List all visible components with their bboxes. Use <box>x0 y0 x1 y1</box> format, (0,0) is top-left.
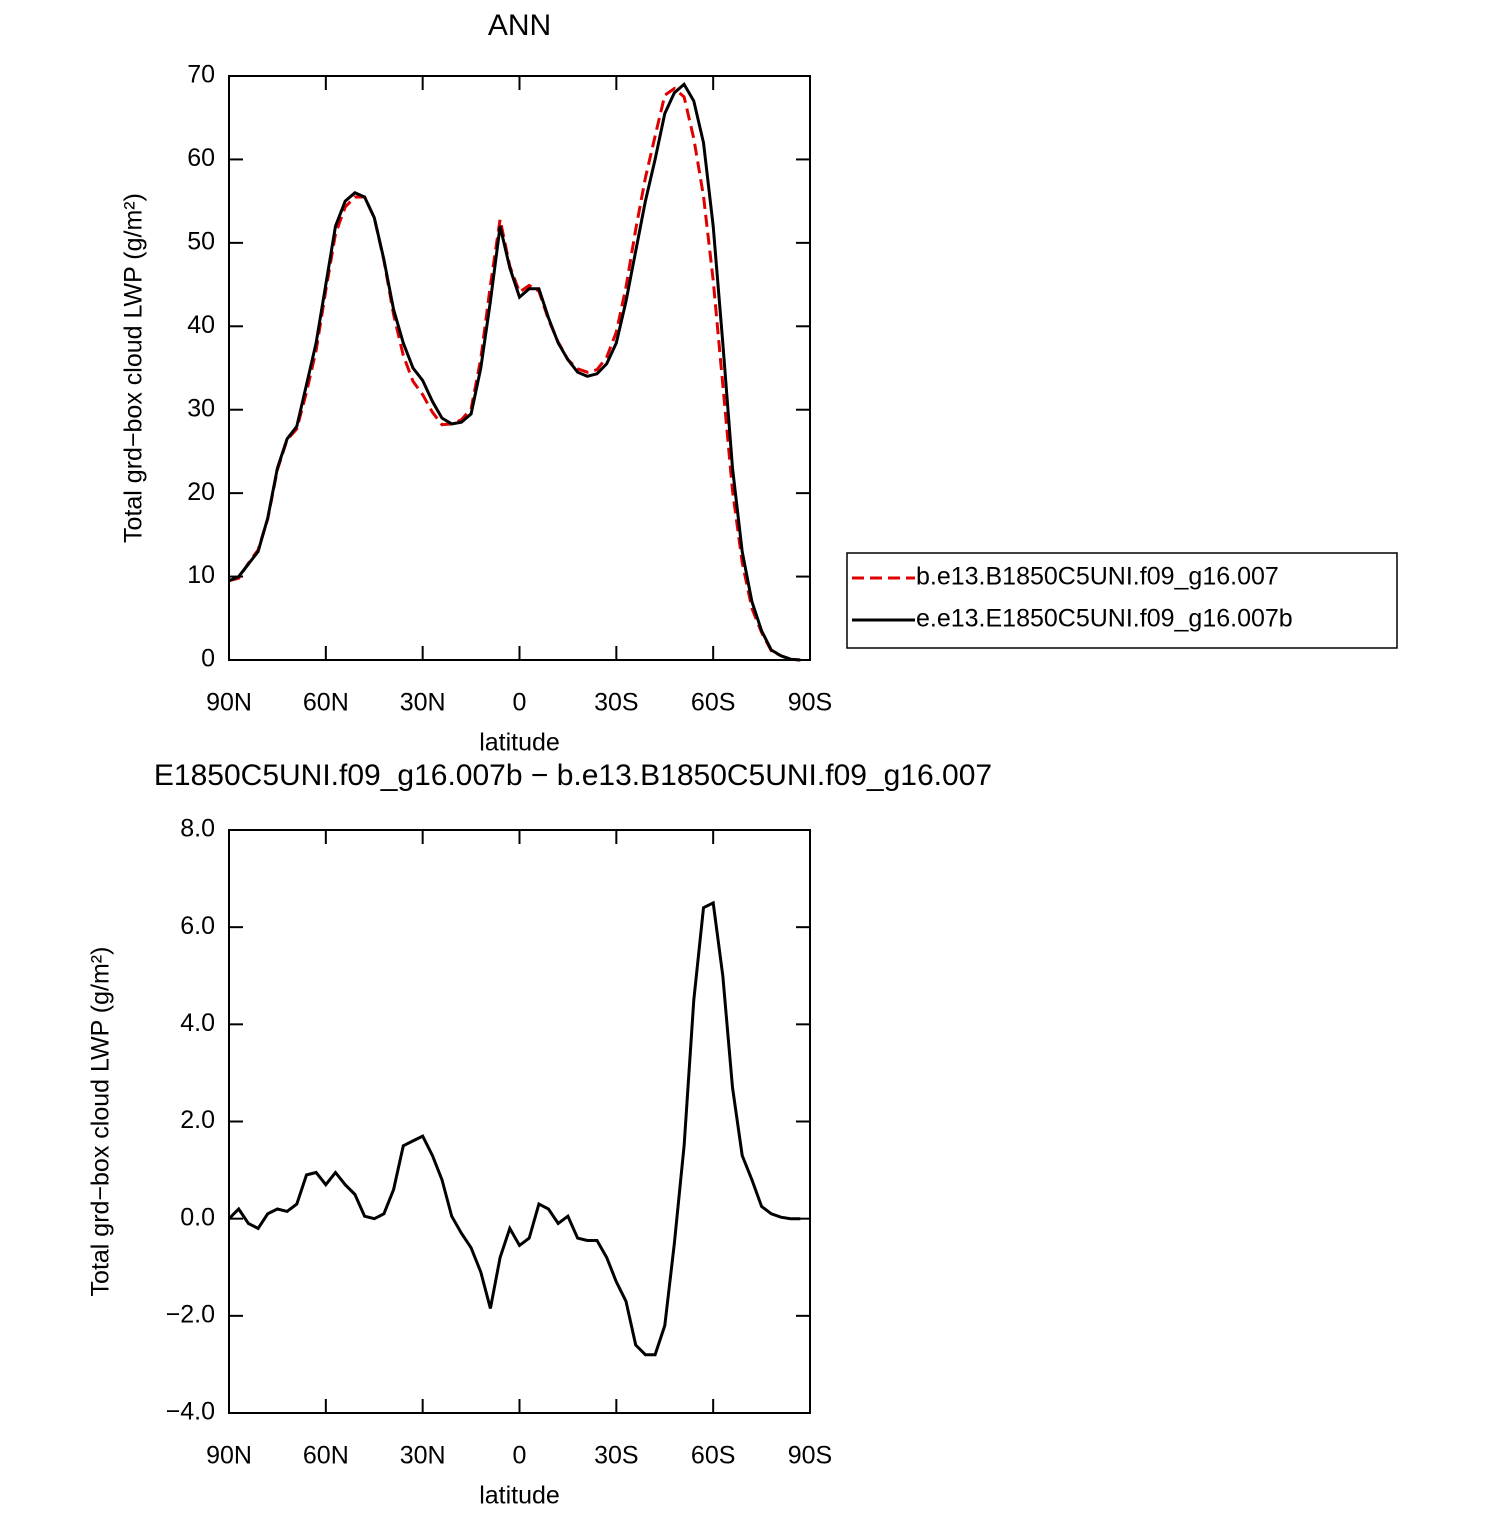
y-axis-label: Total grd−box cloud LWP (g/m²) <box>120 193 148 543</box>
legend-label: e.e13.E1850C5UNI.f09_g16.007b <box>916 605 1293 633</box>
y-tick-label: 6.0 <box>180 912 215 940</box>
chart-title: ANN <box>488 9 551 42</box>
x-tick-label: 90S <box>788 689 832 717</box>
y-tick-label: 10 <box>187 561 215 589</box>
y-axis-label: Total grd−box cloud LWP (g/m²) <box>87 947 115 1297</box>
data-line <box>228 81 801 662</box>
x-tick-label: 0 <box>513 689 527 717</box>
x-tick-label: 30S <box>594 689 638 717</box>
data-line <box>227 900 801 1357</box>
x-tick-label: 30N <box>400 689 446 717</box>
x-tick-label: 90N <box>206 1442 252 1470</box>
y-tick-label: 2.0 <box>180 1106 215 1134</box>
y-tick-label: −4.0 <box>166 1398 215 1426</box>
data-line <box>228 86 801 662</box>
x-tick-label: 60S <box>691 1442 735 1470</box>
y-tick-label: 4.0 <box>180 1009 215 1037</box>
x-tick-label: 90N <box>206 689 252 717</box>
x-tick-label: 90S <box>788 1442 832 1470</box>
x-axis-label: latitude <box>479 729 560 757</box>
x-tick-label: 30N <box>400 1442 446 1470</box>
x-axis-label: latitude <box>479 1482 560 1510</box>
y-tick-label: 30 <box>187 394 215 422</box>
x-tick-label: 30S <box>594 1442 638 1470</box>
legend-label: b.e13.B1850C5UNI.f09_g16.007 <box>916 563 1279 591</box>
y-tick-label: 70 <box>187 61 215 89</box>
x-tick-label: 60S <box>691 689 735 717</box>
y-tick-label: 20 <box>187 478 215 506</box>
plot-frame <box>228 829 811 1414</box>
y-tick-label: 50 <box>187 227 215 255</box>
y-tick-label: −2.0 <box>166 1300 215 1328</box>
y-tick-label: 0 <box>201 645 215 673</box>
chart-title: E1850C5UNI.f09_g16.007b − b.e13.B1850C5U… <box>154 759 992 792</box>
x-tick-label: 0 <box>513 1442 527 1470</box>
y-tick-label: 60 <box>187 144 215 172</box>
y-tick-label: 8.0 <box>180 815 215 843</box>
y-tick-label: 0.0 <box>180 1203 215 1231</box>
legend-box <box>846 552 1398 649</box>
x-tick-label: 60N <box>303 1442 349 1470</box>
y-tick-label: 40 <box>187 311 215 339</box>
x-tick-label: 60N <box>303 689 349 717</box>
plot-frame <box>228 75 811 661</box>
